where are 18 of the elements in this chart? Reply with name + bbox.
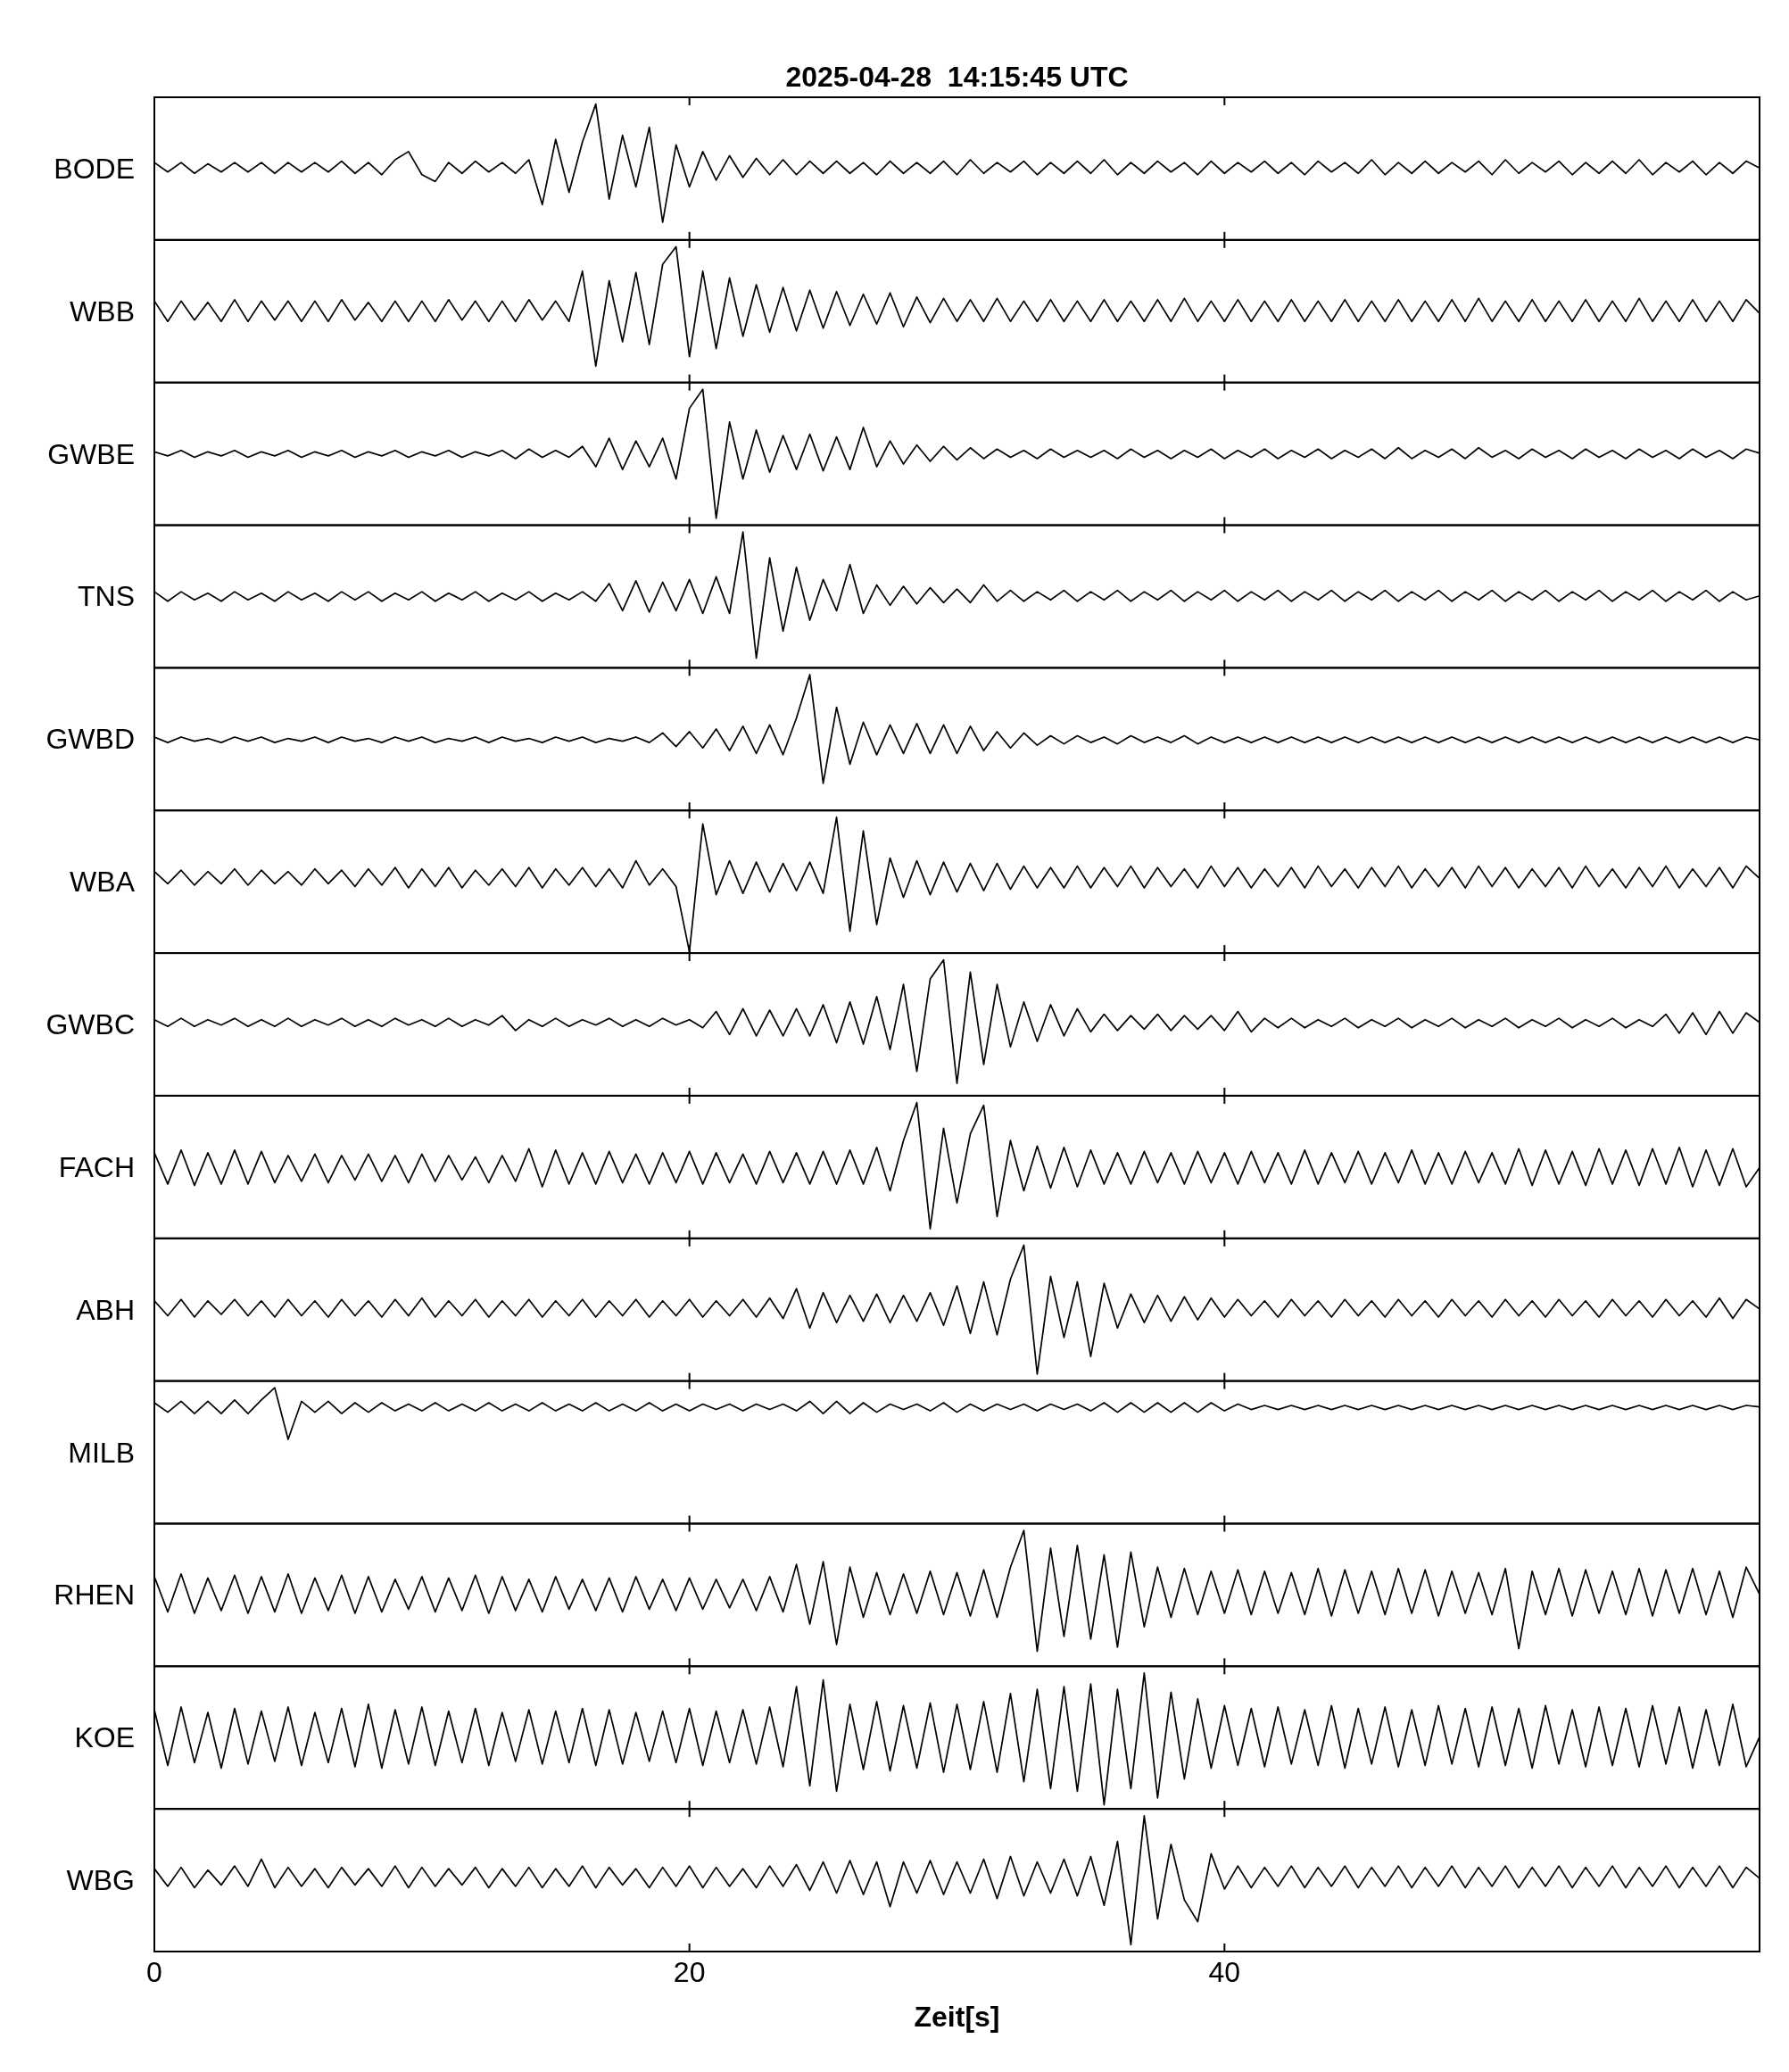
x-tick-label: 0 — [146, 1956, 162, 1988]
y-axis-title: RHEN — [54, 1579, 135, 1612]
x-tick-label: 20 — [673, 1956, 706, 1988]
y-axis-title: FACH — [58, 1150, 135, 1183]
y-axis-title: KOE — [74, 1721, 135, 1754]
y-axis-title: BODE — [54, 152, 135, 185]
y-axis-title: TNS — [78, 580, 135, 613]
chart-title: 2025-04-28 14:15:45 UTC — [785, 61, 1129, 93]
y-axis-title: GWBE — [47, 437, 135, 470]
x-tick-label: 40 — [1208, 1956, 1241, 1988]
y-axis-title: MILB — [68, 1436, 135, 1469]
y-axis-title: GWBC — [46, 1008, 135, 1040]
y-axis-title: WBA — [70, 866, 136, 899]
y-axis-title: WBG — [66, 1864, 135, 1897]
y-axis-title: GWBD — [46, 723, 135, 756]
y-axis-title: ABH — [76, 1293, 135, 1326]
x-axis-title: Zeit[s] — [914, 2001, 1000, 2033]
y-axis-title: WBB — [70, 294, 135, 327]
